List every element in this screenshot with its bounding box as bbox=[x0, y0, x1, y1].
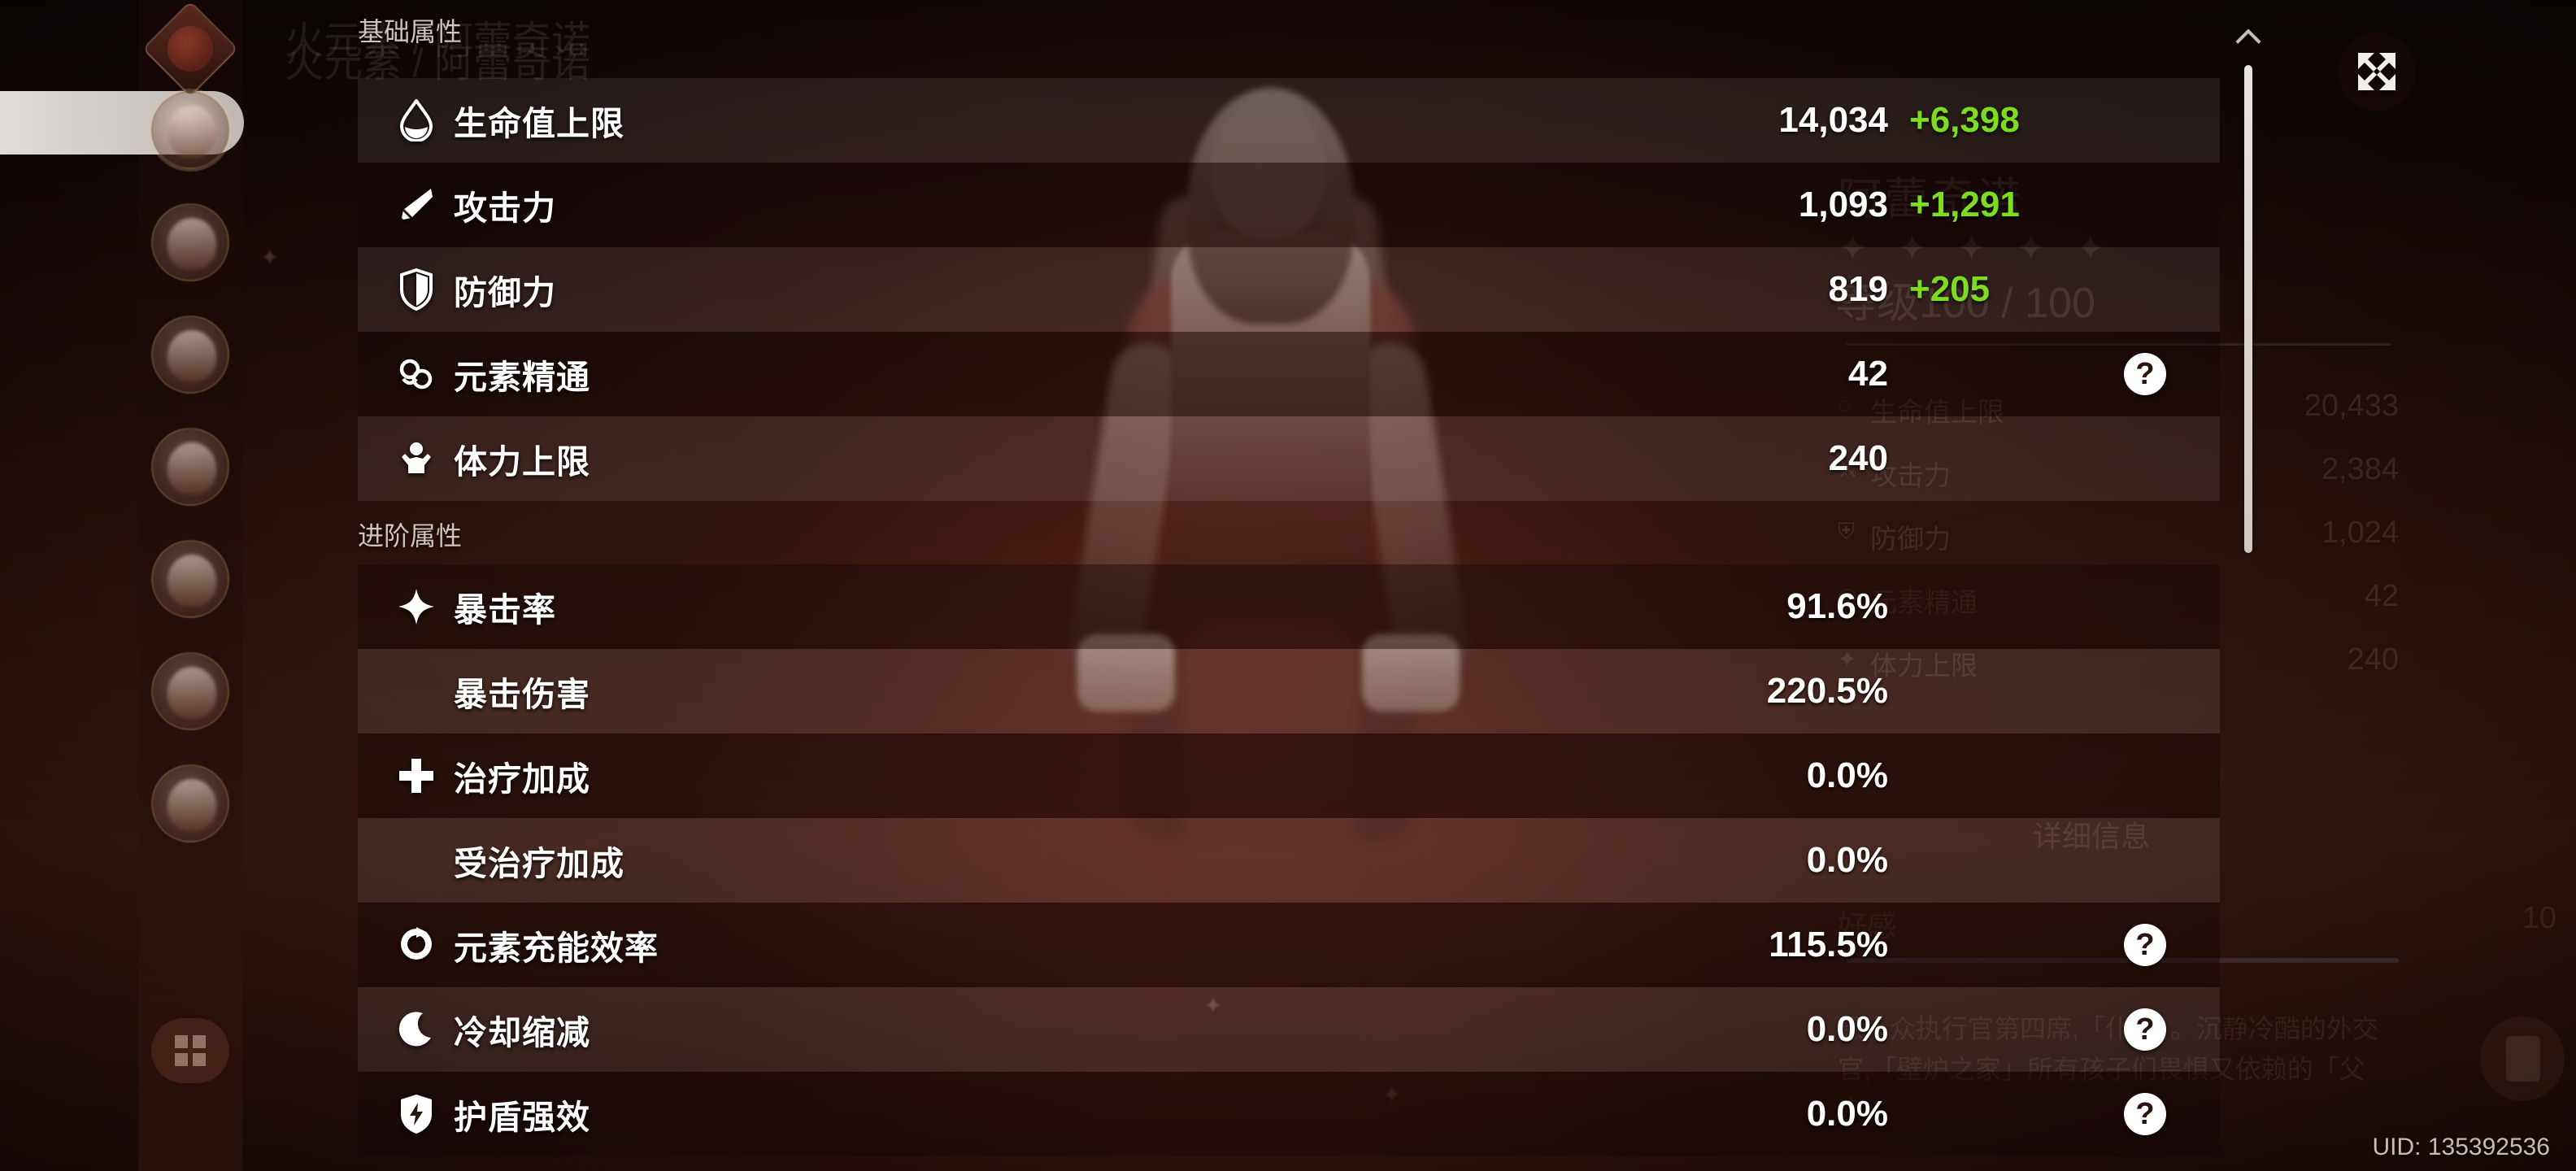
stat-value: 0.0% bbox=[1806, 1094, 1888, 1134]
uid-label: UID: 135392536 bbox=[2372, 1134, 2551, 1160]
cooldown-reduction-icon bbox=[394, 1011, 439, 1048]
stat-label: 元素充能效率 bbox=[454, 929, 659, 967]
close-icon bbox=[2358, 53, 2395, 90]
stat-value: 91.6% bbox=[1786, 586, 1888, 626]
stat-value: 220.5% bbox=[1766, 671, 1888, 711]
stat-bonus: +205 bbox=[1909, 269, 1991, 309]
stamina-icon bbox=[394, 441, 439, 477]
shield-strength-icon bbox=[394, 1094, 439, 1134]
stat-row-healing-bonus[interactable]: 治疗加成 0.0% bbox=[358, 734, 2220, 818]
stat-row-incoming-healing[interactable]: 受治疗加成 0.0% bbox=[358, 818, 2220, 903]
elemental-mastery-icon bbox=[394, 355, 439, 394]
help-slot[interactable]: ? bbox=[2096, 1093, 2166, 1135]
stat-label: 冷却缩减 bbox=[454, 1014, 590, 1051]
stat-row-crit-rate[interactable]: 暴击率 91.6% bbox=[358, 564, 2220, 649]
stats-scrollbar-thumb[interactable] bbox=[2244, 65, 2252, 553]
sidebar-item-character-2[interactable] bbox=[151, 203, 229, 281]
stat-row-energy-recharge[interactable]: 元素充能效率 115.5% ? bbox=[358, 903, 2220, 987]
stat-label: 暴击率 bbox=[454, 591, 556, 629]
stat-row-hp[interactable]: 生命值上限 14,034 +6,398 bbox=[358, 78, 2220, 163]
stat-value: 0.0% bbox=[1806, 1009, 1888, 1049]
stat-row-shield-strength[interactable]: 护盾强效 0.0% ? bbox=[358, 1072, 2220, 1156]
healing-bonus-icon bbox=[394, 757, 439, 794]
stat-label: 护盾强效 bbox=[454, 1099, 590, 1136]
stat-label: 体力上限 bbox=[454, 443, 590, 481]
stat-value: 0.0% bbox=[1806, 840, 1888, 880]
stat-row-atk[interactable]: 攻击力 1,093 +1,291 bbox=[358, 163, 2220, 247]
stat-value: 14,034 bbox=[1778, 100, 1888, 140]
sidebar-item-character-1[interactable] bbox=[151, 91, 229, 169]
stats-detail-panel: 基础属性 生命值上限 14,034 +6,398 攻击力 1,093 +1,29… bbox=[358, 0, 2220, 1171]
sidebar-item-character-7[interactable] bbox=[151, 764, 229, 842]
stats-scrollbar-track[interactable] bbox=[2235, 28, 2261, 553]
stat-label: 生命值上限 bbox=[454, 105, 624, 142]
stat-value: 240 bbox=[1828, 438, 1888, 478]
def-shield-icon bbox=[394, 268, 439, 311]
stat-row-stamina[interactable]: 体力上限 240 bbox=[358, 416, 2220, 501]
stat-bonus: +1,291 bbox=[1909, 185, 2020, 224]
stat-row-def[interactable]: 防御力 819 +205 bbox=[358, 247, 2220, 332]
hp-drop-icon bbox=[394, 99, 439, 141]
stat-label: 防御力 bbox=[454, 274, 556, 311]
stat-row-crit-dmg[interactable]: 暴击伤害 220.5% bbox=[358, 649, 2220, 734]
advanced-attributes-section-title: 进阶属性 bbox=[358, 521, 463, 551]
stat-label: 受治疗加成 bbox=[454, 845, 624, 882]
basic-attributes-section-title: 基础属性 bbox=[358, 17, 463, 46]
grid-menu-icon[interactable] bbox=[151, 1018, 229, 1083]
help-slot[interactable]: ? bbox=[2096, 353, 2166, 395]
background-element-header: 火元素 / 阿蕾奇诺 bbox=[285, 42, 591, 85]
basic-attributes-list: 生命值上限 14,034 +6,398 攻击力 1,093 +1,291 防御力… bbox=[358, 78, 2220, 501]
stat-bonus: +6,398 bbox=[1909, 100, 2020, 140]
crit-rate-icon bbox=[394, 587, 439, 626]
help-slot[interactable]: ? bbox=[2096, 924, 2166, 966]
help-slot[interactable]: ? bbox=[2096, 1008, 2166, 1051]
atk-sword-icon bbox=[394, 185, 439, 224]
stat-row-elemental-mastery[interactable]: 元素精通 42 ? bbox=[358, 332, 2220, 416]
stat-label: 暴击伤害 bbox=[454, 676, 590, 713]
stat-label: 攻击力 bbox=[454, 189, 556, 227]
question-mark-icon[interactable]: ? bbox=[2124, 1093, 2166, 1135]
stat-value: 1,093 bbox=[1798, 185, 1888, 224]
stat-value: 819 bbox=[1828, 269, 1888, 309]
question-mark-icon[interactable]: ? bbox=[2124, 1008, 2166, 1051]
sidebar-item-character-5[interactable] bbox=[151, 540, 229, 618]
sidebar-item-character-4[interactable] bbox=[151, 428, 229, 506]
character-sidebar[interactable] bbox=[0, 0, 244, 1171]
sidebar-item-character-3[interactable] bbox=[151, 316, 229, 394]
close-button[interactable] bbox=[2338, 33, 2416, 111]
element-emblem-icon bbox=[141, 0, 239, 98]
question-mark-icon[interactable]: ? bbox=[2124, 353, 2166, 395]
sidebar-item-character-6[interactable] bbox=[151, 652, 229, 730]
stat-label: 元素精通 bbox=[454, 359, 590, 396]
stat-row-cooldown-reduction[interactable]: 冷却缩减 0.0% ? bbox=[358, 987, 2220, 1072]
stat-label: 治疗加成 bbox=[454, 760, 590, 798]
stat-value: 115.5% bbox=[1769, 925, 1888, 964]
stat-value: 42 bbox=[1848, 354, 1888, 394]
energy-recharge-icon bbox=[394, 926, 439, 964]
stat-value: 0.0% bbox=[1806, 755, 1888, 795]
question-mark-icon[interactable]: ? bbox=[2124, 924, 2166, 966]
advanced-attributes-list: 暴击率 91.6% 暴击伤害 220.5% 治疗加成 0.0% bbox=[358, 564, 2220, 1156]
